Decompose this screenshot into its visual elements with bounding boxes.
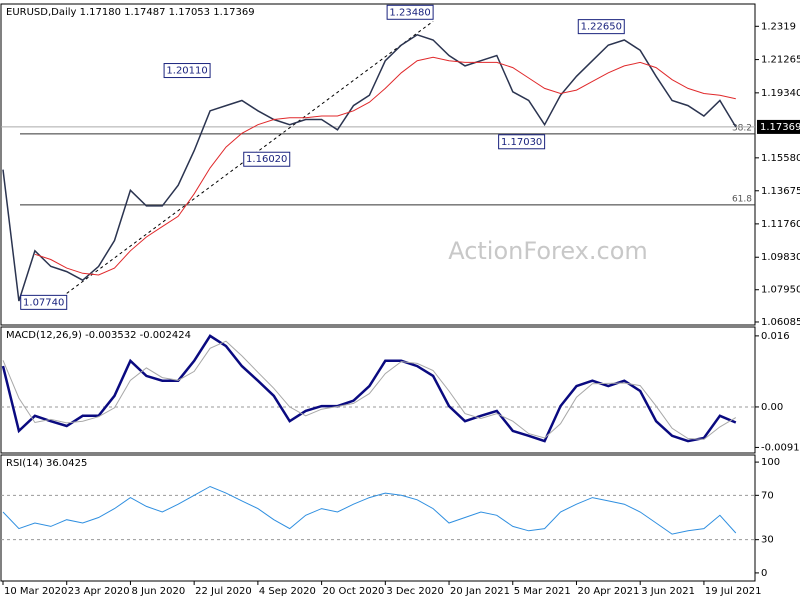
annotation-label: 1.16020 bbox=[246, 154, 287, 165]
x-tick-label: 22 Jul 2020 bbox=[195, 586, 252, 597]
annotation-label: 1.17030 bbox=[501, 137, 542, 148]
x-tick-label: 10 Mar 2020 bbox=[4, 586, 67, 597]
panel-title: RSI(14) 36.0425 bbox=[6, 458, 87, 469]
x-tick-label: 8 Jun 2020 bbox=[131, 586, 185, 597]
y-tick-label: 1.21265 bbox=[761, 55, 800, 66]
panel-frame bbox=[0, 326, 756, 454]
panel-title: MACD(12,26,9) -0.003532 -0.002424 bbox=[6, 330, 191, 341]
fib-label: 61.8 bbox=[732, 194, 752, 204]
series-line bbox=[34, 56, 736, 276]
x-tick-label: 20 Oct 2020 bbox=[323, 586, 385, 597]
annotation-box bbox=[20, 294, 68, 310]
y-tick-label: 0 bbox=[761, 568, 767, 579]
annotation-box bbox=[243, 151, 291, 167]
annotation-label: 1.23480 bbox=[389, 7, 430, 18]
annotation-box bbox=[163, 63, 211, 79]
last-price-box bbox=[757, 119, 800, 134]
annotation-box bbox=[577, 19, 625, 35]
y-tick-label: 70 bbox=[761, 490, 774, 501]
y-tick-label: 100 bbox=[761, 457, 780, 468]
y-tick-label: -0.009116 bbox=[761, 442, 800, 453]
x-tick-label: 3 Dec 2020 bbox=[386, 586, 444, 597]
annotation-label: 1.20110 bbox=[166, 66, 207, 77]
y-tick-label: 1.2319 bbox=[761, 21, 796, 32]
x-tick-label: 23 Apr 2020 bbox=[68, 586, 130, 597]
series-line bbox=[2, 340, 737, 440]
x-tick-label: 20 Jan 2021 bbox=[450, 586, 510, 597]
y-tick-label: 0.016 bbox=[761, 331, 790, 342]
panel-frame bbox=[0, 3, 756, 326]
y-tick-label: 1.13675 bbox=[761, 186, 800, 197]
y-tick-label: 1.11760 bbox=[761, 219, 800, 230]
annotation-box bbox=[498, 134, 546, 150]
x-tick-label: 20 Apr 2021 bbox=[577, 586, 639, 597]
fib-label: 38.2 bbox=[732, 123, 752, 133]
x-tick-label: 4 Sep 2020 bbox=[259, 586, 316, 597]
y-tick-label: 1.09830 bbox=[761, 252, 800, 263]
panel-frame bbox=[0, 454, 756, 582]
y-tick-label: 1.15580 bbox=[761, 153, 800, 164]
y-tick-label: 1.19340 bbox=[761, 88, 800, 99]
watermark: ActionForex.com bbox=[448, 237, 648, 265]
x-tick-label: 3 Jun 2021 bbox=[641, 586, 695, 597]
series-line bbox=[2, 33, 737, 302]
y-tick-label: 1.07950 bbox=[761, 285, 800, 296]
y-tick-label: 0.00 bbox=[761, 402, 783, 413]
annotation-label: 1.22650 bbox=[581, 22, 622, 33]
last-price-label: 1.17369 bbox=[760, 122, 800, 133]
x-tick-label: 19 Jul 2021 bbox=[705, 586, 762, 597]
annotation-label: 1.07740 bbox=[23, 297, 64, 308]
annotation-box bbox=[386, 4, 434, 20]
y-tick-label: 30 bbox=[761, 535, 774, 546]
y-tick-label: 1.06085 bbox=[761, 317, 800, 328]
series-line bbox=[2, 485, 737, 535]
series-line bbox=[1, 334, 737, 443]
panel-title: EURUSD,Daily 1.17180 1.17487 1.17053 1.1… bbox=[6, 7, 255, 18]
x-tick-label: 5 Mar 2021 bbox=[514, 586, 571, 597]
